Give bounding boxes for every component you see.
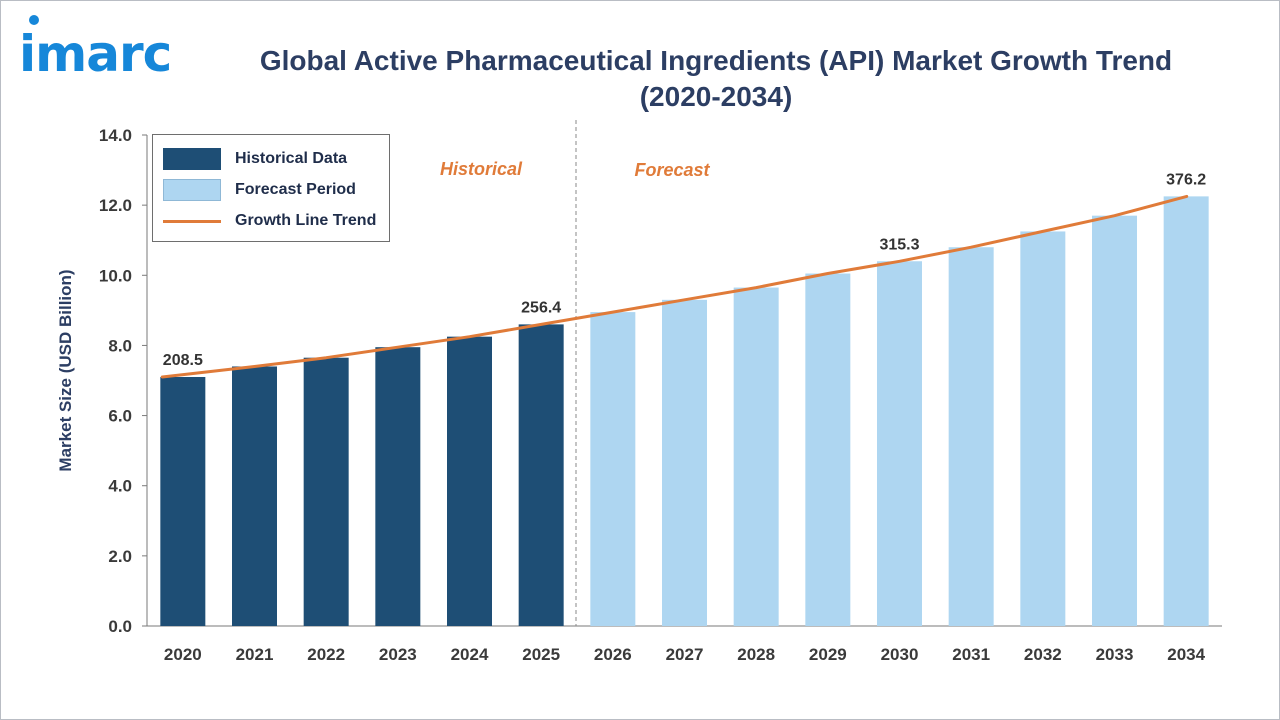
bar-2020 xyxy=(160,376,206,626)
y-tick-label: 2.0 xyxy=(108,547,132,566)
y-tick-label: 10.0 xyxy=(99,266,132,285)
x-tick-label: 2026 xyxy=(594,645,632,664)
bar-2024 xyxy=(447,336,492,626)
y-tick-label: 0.0 xyxy=(108,617,132,636)
imarc-logo: imarc xyxy=(19,25,172,83)
annotation-forecast: Forecast xyxy=(634,160,710,180)
y-tick-label: 8.0 xyxy=(108,336,132,355)
chart-legend: Historical Data Forecast Period Growth L… xyxy=(152,134,390,242)
bar-2032 xyxy=(1020,231,1066,627)
chart-title: Global Active Pharmaceutical Ingredients… xyxy=(231,43,1201,115)
bar-2029 xyxy=(805,273,851,626)
bar-2022 xyxy=(303,357,349,626)
legend-swatch-forecast xyxy=(163,179,221,201)
x-tick-label: 2030 xyxy=(881,645,919,664)
y-tick-label: 4.0 xyxy=(108,477,132,496)
bar-2030 xyxy=(877,261,922,626)
bar-2031 xyxy=(948,247,994,626)
legend-swatch-historical xyxy=(163,148,221,170)
bar-2025 xyxy=(518,324,564,626)
bar-2028 xyxy=(733,287,779,626)
bar-2026 xyxy=(590,312,636,626)
y-tick-label: 6.0 xyxy=(108,407,132,426)
x-tick-label: 2020 xyxy=(164,645,202,664)
y-tick-label: 12.0 xyxy=(99,196,132,215)
bar-2027 xyxy=(662,299,707,626)
bar-2033 xyxy=(1092,215,1137,626)
x-tick-label: 2029 xyxy=(809,645,847,664)
x-tick-label: 2031 xyxy=(952,645,990,664)
legend-label-forecast: Forecast Period xyxy=(235,181,356,198)
x-tick-label: 2023 xyxy=(379,645,417,664)
x-tick-label: 2034 xyxy=(1167,645,1205,664)
data-label-2030: 315.3 xyxy=(879,236,919,253)
data-label-2034: 376.2 xyxy=(1166,171,1206,188)
x-tick-label: 2027 xyxy=(666,645,704,664)
annotation-historical: Historical xyxy=(440,159,523,179)
logo-dot xyxy=(29,15,39,25)
chart-title-line-2: (2020-2034) xyxy=(639,81,793,112)
legend-label-growth-line: Growth Line Trend xyxy=(235,212,377,229)
legend-item-growth-line: Growth Line Trend xyxy=(163,210,376,232)
legend-label-historical: Historical Data xyxy=(235,150,348,167)
x-tick-label: 2025 xyxy=(522,645,560,664)
y-axis-title: Market Size (USD Billion) xyxy=(56,269,75,471)
x-tick-label: 2022 xyxy=(307,645,345,664)
data-label-2025: 256.4 xyxy=(521,299,561,316)
growth-trend-line xyxy=(160,194,1189,379)
x-tick-label: 2024 xyxy=(451,645,489,664)
bar-2034 xyxy=(1163,196,1209,626)
bar-2021 xyxy=(232,366,277,626)
bar-2023 xyxy=(375,347,421,626)
legend-item-forecast: Forecast Period xyxy=(163,179,356,201)
data-label-2020: 208.5 xyxy=(163,352,203,369)
x-tick-label: 2033 xyxy=(1096,645,1134,664)
chart-title-line-1: Global Active Pharmaceutical Ingredients… xyxy=(259,45,1173,76)
x-tick-label: 2021 xyxy=(236,645,274,664)
legend-item-historical: Historical Data xyxy=(163,148,347,170)
y-tick-label: 14.0 xyxy=(99,126,132,145)
x-tick-label: 2032 xyxy=(1024,645,1062,664)
legend-swatch-growth-line xyxy=(163,219,221,223)
x-tick-label: 2028 xyxy=(737,645,775,664)
